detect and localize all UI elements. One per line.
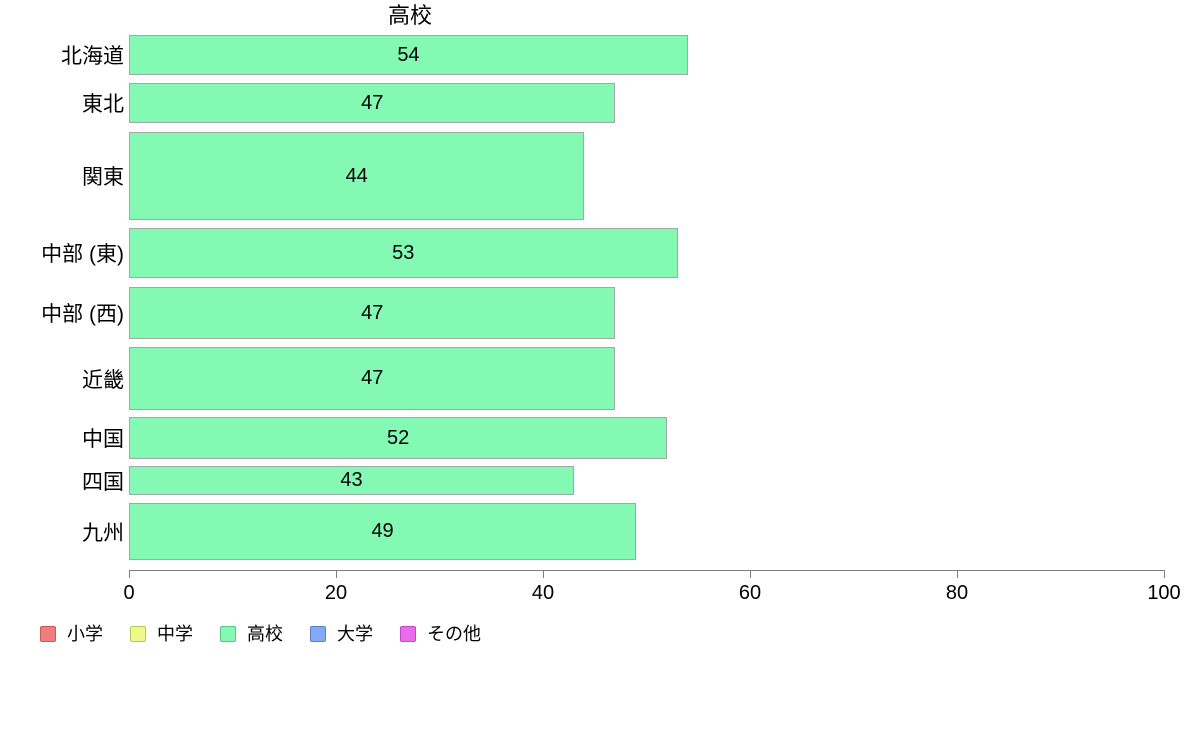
- legend-item[interactable]: 小学: [40, 624, 103, 644]
- x-axis-tick: [543, 570, 544, 578]
- legend-swatch-icon: [310, 626, 326, 642]
- legend-swatch-icon: [220, 626, 236, 642]
- x-axis-tick: [750, 570, 751, 578]
- x-axis-tick-label: 40: [531, 582, 555, 604]
- bar[interactable]: 54: [129, 35, 688, 75]
- legend-item[interactable]: 高校: [220, 624, 283, 644]
- category-label: 中部 (東): [41, 243, 124, 266]
- x-axis-tick-label: 0: [123, 582, 135, 604]
- legend-label: 小学: [67, 624, 103, 644]
- x-axis-tick: [129, 570, 130, 578]
- bar[interactable]: 53: [129, 228, 678, 278]
- x-axis-tick-label: 80: [945, 582, 969, 604]
- bar-value-label: 52: [386, 426, 410, 449]
- legend-label: 高校: [247, 624, 283, 644]
- bar[interactable]: 49: [129, 503, 637, 560]
- x-axis-tick-label: 20: [324, 582, 348, 604]
- bar-value-label: 53: [392, 241, 415, 264]
- legend-item[interactable]: 中学: [130, 624, 193, 644]
- bar-value-label: 43: [340, 469, 363, 491]
- bar-value-label: 47: [361, 367, 384, 389]
- chart-title: 高校: [387, 3, 432, 28]
- category-label: 東北: [82, 93, 124, 116]
- legend-swatch-icon: [40, 626, 56, 642]
- legend-swatch-icon: [400, 626, 416, 642]
- category-label: 四国: [82, 470, 124, 494]
- bar-value-label: 44: [345, 164, 368, 187]
- bar[interactable]: 44: [129, 132, 585, 220]
- bar-value-label: 49: [371, 520, 394, 542]
- legend-label: 中学: [157, 624, 193, 644]
- bar[interactable]: 47: [129, 347, 616, 410]
- x-axis-tick-label: 100: [1147, 582, 1181, 604]
- legend-item[interactable]: その他: [400, 624, 481, 644]
- legend-label: 大学: [337, 624, 373, 644]
- category-label: 中部 (西): [41, 303, 124, 326]
- x-axis-tick: [336, 570, 337, 578]
- bar[interactable]: 47: [129, 83, 616, 123]
- bar-value-label: 54: [397, 43, 420, 66]
- legend: 小学 中学 高校 大学 その他: [40, 624, 508, 644]
- bar[interactable]: 52: [129, 417, 668, 459]
- category-label: 関東: [82, 166, 124, 189]
- category-label: 近畿: [82, 368, 124, 392]
- bar[interactable]: 47: [129, 287, 616, 339]
- bar-value-label: 47: [361, 91, 384, 114]
- legend-label: その他: [427, 624, 481, 644]
- bar-value-label: 47: [361, 301, 384, 324]
- x-axis-line: [129, 570, 1165, 571]
- legend-item[interactable]: 大学: [310, 624, 373, 644]
- bar[interactable]: 43: [129, 466, 575, 495]
- category-label: 中国: [82, 428, 124, 451]
- legend-swatch-icon: [130, 626, 146, 642]
- x-axis-tick-label: 60: [738, 582, 762, 604]
- x-axis-tick: [1164, 570, 1165, 578]
- category-label: 九州: [82, 521, 124, 545]
- category-label: 北海道: [61, 45, 124, 68]
- x-axis-tick: [957, 570, 958, 578]
